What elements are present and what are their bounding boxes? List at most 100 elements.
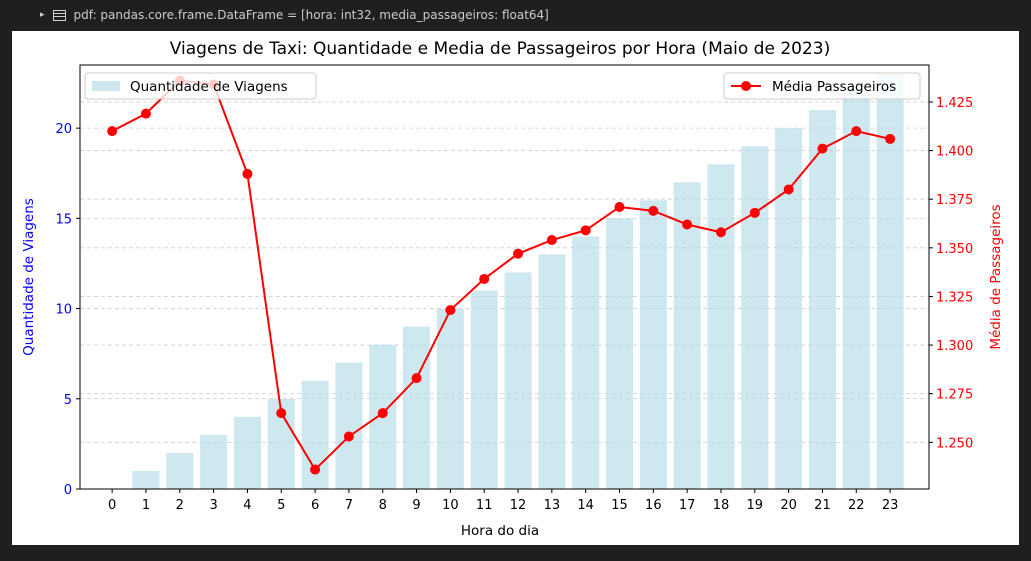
line-point — [614, 201, 625, 212]
y-axis-right-label: Média de Passageiros — [988, 204, 1004, 349]
x-axis-label: Hora do dia — [461, 523, 539, 539]
bar — [504, 272, 532, 489]
bar — [335, 362, 363, 489]
y-left-tick-label: 0 — [64, 483, 72, 498]
x-tick-label: 14 — [577, 498, 594, 513]
line-point — [648, 205, 659, 216]
x-tick-label: 12 — [510, 498, 527, 513]
bar — [436, 308, 464, 489]
x-tick-label: 1 — [142, 498, 150, 513]
bar — [572, 236, 600, 489]
line-series — [107, 75, 896, 475]
x-tick-label: 0 — [108, 498, 116, 513]
line-point — [715, 227, 726, 238]
x-tick-label: 18 — [713, 498, 730, 513]
bar — [233, 416, 261, 489]
x-tick-label: 2 — [176, 498, 184, 513]
line-point — [513, 248, 524, 259]
y-right-tick-label: 1.300 — [936, 339, 973, 354]
line-point — [749, 207, 760, 218]
legend-marker-swatch — [741, 81, 751, 91]
bar — [200, 434, 228, 489]
table-icon — [52, 9, 66, 21]
y-left-tick-label: 10 — [55, 303, 72, 318]
y-right-tick-label: 1.275 — [936, 388, 973, 403]
line-point — [682, 219, 693, 230]
x-tick-label: 7 — [345, 498, 353, 513]
line-point — [343, 431, 354, 442]
line-point — [479, 273, 490, 284]
bar — [470, 290, 498, 489]
y-right-tick-label: 1.250 — [936, 436, 973, 451]
series-line — [111, 79, 891, 472]
legend-left-label: Quantidade de Viagens — [130, 79, 288, 95]
y-left-tick-label: 5 — [64, 393, 72, 408]
x-tick-label: 13 — [544, 498, 561, 513]
bar — [741, 146, 769, 489]
legends: Quantidade de Viagens Média Passageiros — [84, 72, 921, 100]
x-tick-label: 10 — [442, 498, 459, 513]
axes: 0 1 2 3 4 5 6 7 8 9 10 11 12 13 14 15 16 17 18 19 20 21 22 2305… — [55, 64, 973, 513]
line-point — [580, 225, 591, 236]
line-point — [445, 305, 456, 316]
bar — [775, 128, 803, 489]
legend-left-box — [84, 72, 317, 100]
line-point — [817, 143, 828, 154]
y-left-tick-label: 15 — [55, 212, 72, 227]
bar — [808, 110, 836, 489]
line-point — [783, 184, 794, 195]
x-tick-label: 15 — [611, 498, 628, 513]
y-axis-left-label: Quantidade de Viagens — [21, 198, 37, 356]
x-tick-label: 21 — [814, 498, 831, 513]
line-point — [377, 408, 388, 419]
chevron-right-icon[interactable]: ▸ — [40, 10, 45, 20]
x-tick-label: 20 — [780, 498, 797, 513]
bar — [707, 164, 735, 489]
line-point — [276, 408, 287, 419]
legend-right-label: Média Passageiros — [772, 79, 896, 95]
bar — [639, 200, 667, 489]
cell-output-header: ▸ pdf: pandas.core.frame.DataFrame = [ho… — [0, 0, 1031, 30]
chart-svg: Viagens de Taxi: Quantidade e Media de P… — [21, 39, 1004, 539]
y-left-tick-label: 20 — [55, 122, 72, 137]
bar — [538, 254, 566, 489]
y-right-tick-label: 1.400 — [936, 145, 973, 160]
x-tick-label: 3 — [209, 498, 217, 513]
x-tick-label: 17 — [679, 498, 696, 513]
bar-series — [132, 74, 904, 490]
bar — [132, 470, 160, 489]
line-point — [851, 126, 862, 137]
dataframe-schema-label: pdf: pandas.core.frame.DataFrame = [hora… — [73, 8, 549, 22]
bar — [166, 452, 194, 489]
x-tick-label: 8 — [379, 498, 387, 513]
x-tick-label: 4 — [243, 498, 251, 513]
legend-right-box — [723, 72, 921, 100]
x-tick-label: 22 — [848, 498, 865, 513]
line-point — [885, 133, 896, 144]
line-point — [140, 108, 151, 119]
bar — [403, 326, 431, 489]
x-tick-label: 9 — [412, 498, 420, 513]
line-point — [242, 168, 253, 179]
x-tick-label: 19 — [747, 498, 764, 513]
y-right-tick-label: 1.325 — [936, 290, 973, 305]
x-tick-label: 11 — [476, 498, 493, 513]
line-point — [546, 235, 557, 246]
chart-title: Viagens de Taxi: Quantidade e Media de P… — [170, 39, 830, 59]
y-right-tick-label: 1.350 — [936, 242, 973, 257]
bar — [673, 182, 701, 489]
plot-output: Viagens de Taxi: Quantidade e Media de P… — [12, 31, 1019, 545]
x-tick-label: 16 — [645, 498, 662, 513]
x-tick-label: 5 — [277, 498, 285, 513]
plot-border — [79, 64, 930, 490]
bar — [605, 218, 634, 490]
x-tick-label: 6 — [311, 498, 319, 513]
y-right-tick-label: 1.425 — [936, 96, 973, 111]
line-point — [411, 373, 422, 384]
x-tick-label: 23 — [882, 498, 899, 513]
bar — [842, 92, 870, 489]
legend-bar-swatch — [92, 81, 120, 91]
y-right-tick-label: 1.375 — [936, 193, 973, 208]
line-point — [310, 464, 321, 475]
line-point — [107, 126, 118, 137]
